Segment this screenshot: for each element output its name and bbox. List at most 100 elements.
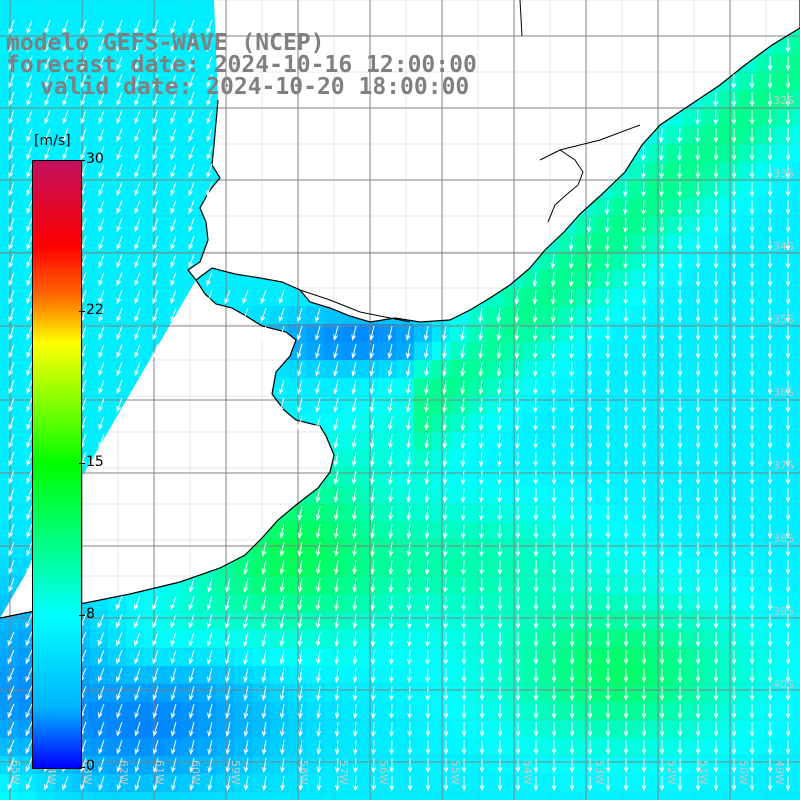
- wind-arrow: [586, 235, 592, 252]
- wind-arrow: [713, 344, 719, 360]
- wind-speed-cell: [558, 378, 576, 396]
- wind-speed-cell: [468, 540, 486, 558]
- wind-speed-cell: [432, 738, 450, 756]
- wind-arrow: [170, 235, 177, 251]
- wind-speed-cell: [720, 234, 738, 252]
- wind-speed-cell: [630, 468, 648, 486]
- wind-arrow: [388, 559, 394, 576]
- wind-speed-cell: [648, 252, 666, 270]
- wind-speed-cell: [702, 234, 720, 252]
- wind-speed-cell: [540, 486, 558, 504]
- wind-speed-cell: [18, 612, 36, 630]
- wind-speed-cell: [792, 576, 800, 594]
- wind-arrow: [623, 578, 629, 594]
- wind-arrow: [115, 595, 123, 611]
- wind-arrow: [98, 109, 105, 125]
- wind-speed-cell: [612, 252, 630, 270]
- wind-arrow: [605, 343, 611, 360]
- wind-speed-cell: [558, 288, 576, 306]
- wind-arrow: [97, 631, 105, 647]
- wind-speed-cell: [702, 342, 720, 360]
- wind-arrow: [785, 326, 791, 342]
- wind-arrow: [152, 145, 159, 161]
- wind-arrow: [407, 776, 413, 792]
- wind-arrow: [460, 433, 466, 450]
- wind-speed-cell: [486, 576, 504, 594]
- wind-speed-cell: [522, 576, 540, 594]
- wind-speed-cell: [306, 576, 324, 594]
- wind-arrow: [62, 775, 69, 791]
- wind-arrow: [514, 361, 520, 378]
- lat-label: 33S: [773, 167, 794, 180]
- wind-arrow: [767, 218, 773, 234]
- wind-speed-cell: [414, 432, 432, 450]
- wind-speed-cell: [576, 792, 594, 800]
- wind-arrow: [188, 667, 195, 683]
- wind-arrow: [207, 775, 213, 792]
- wind-arrow: [731, 146, 737, 162]
- wind-arrow: [116, 235, 123, 251]
- wind-speed-cell: [558, 486, 576, 504]
- wind-arrow: [116, 379, 123, 395]
- wind-arrow: [623, 542, 629, 558]
- wind-speed-cell: [504, 522, 522, 540]
- wind-speed-cell: [612, 738, 630, 756]
- wind-arrow: [44, 73, 51, 89]
- wind-speed-cell: [216, 702, 234, 720]
- wind-speed-cell: [738, 126, 756, 144]
- lon-label: 51W: [697, 760, 710, 785]
- wind-arrow: [605, 560, 611, 576]
- wind-arrow: [623, 289, 629, 306]
- wind-arrow: [152, 613, 159, 629]
- wind-speed-cell: [504, 558, 522, 576]
- wind-arrow: [461, 613, 467, 630]
- wind-speed-cell: [576, 684, 594, 702]
- wind-speed-cell: [252, 738, 270, 756]
- wind-arrow: [206, 37, 213, 53]
- wind-speed-cell: [450, 540, 468, 558]
- wind-arrow: [98, 775, 105, 791]
- wind-arrow: [587, 596, 593, 612]
- wind-speed-cell: [612, 450, 630, 468]
- wind-arrow: [423, 325, 429, 342]
- coastline-detail: [299, 289, 411, 323]
- wind-arrow: [188, 163, 195, 179]
- wind-speed-cell: [414, 486, 432, 504]
- wind-arrow: [26, 289, 33, 305]
- wind-arrow: [478, 451, 484, 468]
- wind-arrow: [442, 397, 448, 414]
- wind-speed-cell: [702, 252, 720, 270]
- wind-speed-cell: [504, 666, 522, 684]
- wind-arrow: [98, 91, 105, 107]
- wind-arrow: [532, 307, 538, 324]
- wind-speed-cell: [756, 648, 774, 666]
- wind-speed-cell: [0, 792, 18, 800]
- wind-arrow: [152, 127, 159, 143]
- wind-speed-cell: [486, 468, 504, 486]
- wind-speed-cell: [792, 738, 800, 756]
- wind-speed-cell: [792, 108, 800, 126]
- wind-speed-cell: [144, 792, 162, 800]
- wind-speed-cell: [720, 648, 738, 666]
- wind-arrow: [297, 613, 303, 630]
- wind-arrow: [369, 397, 375, 413]
- wind-arrow: [749, 740, 755, 756]
- wind-arrow: [785, 524, 791, 540]
- wind-arrow: [26, 127, 33, 143]
- wind-arrow: [550, 271, 556, 288]
- wind-speed-cell: [594, 468, 612, 486]
- wind-speed-cell: [450, 522, 468, 540]
- wind-arrow: [170, 307, 177, 323]
- wind-arrow: [659, 416, 665, 432]
- wind-arrow: [749, 452, 755, 468]
- wind-arrow: [134, 325, 141, 341]
- wind-arrow: [25, 739, 33, 755]
- wind-arrow: [659, 740, 665, 756]
- wind-speed-cell: [594, 252, 612, 270]
- wind-arrow: [551, 433, 557, 450]
- wind-arrow: [785, 290, 791, 306]
- wind-arrow: [731, 200, 737, 216]
- wind-speed-cell: [612, 540, 630, 558]
- wind-arrow: [569, 325, 574, 342]
- wind-speed-cell: [756, 306, 774, 324]
